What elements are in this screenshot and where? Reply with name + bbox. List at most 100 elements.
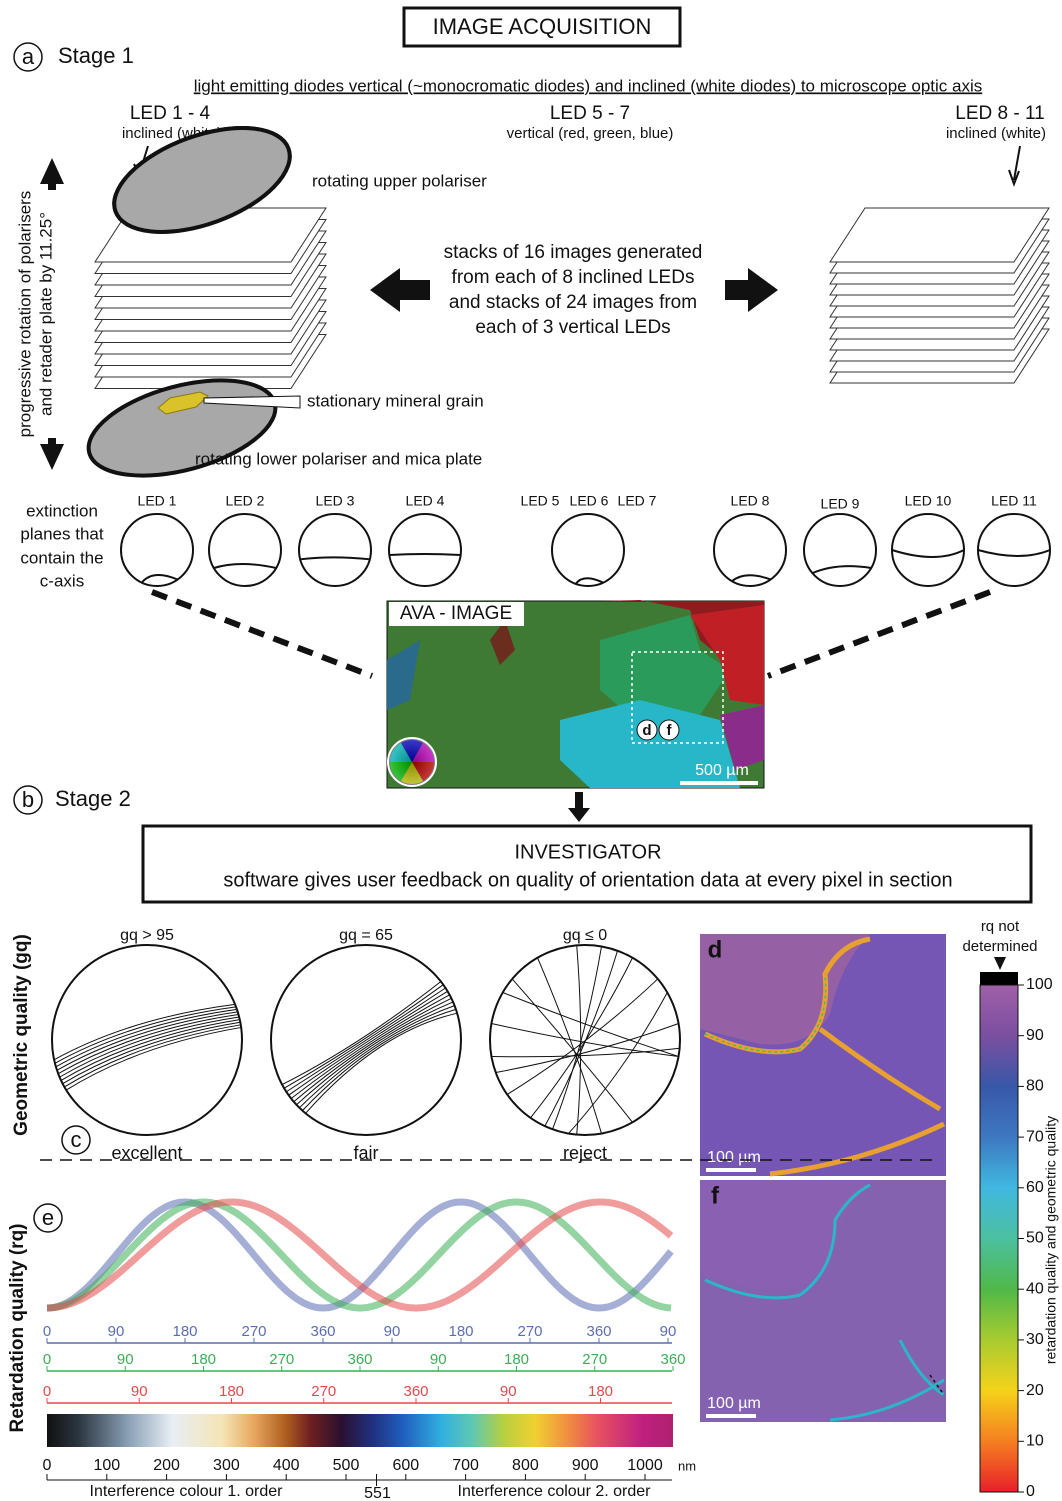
label: retardation quality and geometric qualit…	[1043, 1116, 1059, 1364]
label: 700	[452, 1457, 479, 1474]
arrow-left	[370, 268, 430, 312]
label: 270	[582, 1351, 607, 1368]
label: 10	[1026, 1433, 1044, 1450]
stereonet	[552, 514, 624, 586]
label: progressive rotation of polarisers	[15, 191, 34, 438]
label: 100	[1026, 976, 1053, 993]
label: 270	[517, 1323, 542, 1340]
label: Retardation quality (rq)	[7, 1223, 28, 1432]
label: 600	[392, 1457, 419, 1474]
label: 400	[273, 1457, 300, 1474]
label: 90	[500, 1383, 517, 1400]
label: LED 10	[905, 493, 952, 509]
label: d	[642, 722, 651, 739]
arrow-right	[725, 268, 778, 312]
label: AVA - IMAGE	[400, 603, 512, 624]
label: extinction	[26, 501, 98, 520]
interference-bar	[47, 1414, 673, 1447]
label: determined	[962, 938, 1037, 955]
label: LED 8	[731, 493, 770, 509]
label: inclined (white)	[946, 125, 1046, 142]
label: 500 µm	[695, 762, 749, 779]
label: 20	[1026, 1382, 1044, 1399]
label: 180	[448, 1323, 473, 1340]
stereonet	[892, 514, 964, 586]
stereonet	[978, 514, 1050, 586]
label: 100 µm	[707, 1395, 761, 1412]
label: 90	[117, 1351, 134, 1368]
label: 90	[660, 1323, 677, 1340]
label: 551	[364, 1485, 391, 1501]
pointer	[994, 957, 1006, 970]
label: each of 3 vertical LEDs	[475, 317, 670, 338]
panel-letter: b	[22, 787, 34, 812]
label: 0	[43, 1351, 51, 1368]
stereonet	[299, 514, 371, 586]
extinction-plane	[389, 554, 460, 555]
scale-bar	[706, 1168, 756, 1172]
label: gq ≤ 0	[563, 927, 607, 944]
label: LED 2	[226, 493, 265, 509]
stereonet	[490, 945, 680, 1135]
label: LED 5	[521, 493, 560, 509]
label: 0	[43, 1323, 51, 1340]
label: 100 µm	[707, 1149, 761, 1166]
label: 50	[1026, 1230, 1044, 1247]
label: LED 11	[991, 493, 1037, 509]
title: IMAGE ACQUISITION	[433, 14, 652, 39]
label: 90	[108, 1323, 125, 1340]
label: 360	[347, 1351, 372, 1368]
figure: IMAGE ACQUISITION a Stage 1 light emitting …	[0, 0, 1062, 1501]
label: LED 6	[570, 493, 609, 509]
label: 0	[43, 1383, 51, 1400]
label: 0	[1026, 1483, 1035, 1500]
label: 0	[43, 1457, 52, 1474]
label: rotating lower polariser and mica plate	[195, 449, 482, 468]
label: f	[711, 1182, 720, 1209]
label: 360	[310, 1323, 335, 1340]
label: 60	[1026, 1179, 1044, 1196]
arrow-down	[568, 792, 590, 822]
label: LED 5 - 7	[550, 103, 630, 124]
stage-title: Stage 2	[55, 786, 131, 811]
label: 900	[572, 1457, 599, 1474]
label: gq = 65	[339, 927, 393, 944]
label: from each of 8 inclined LEDs	[452, 267, 695, 288]
scale-bar	[680, 781, 758, 785]
label: Geometric quality (gq)	[11, 934, 32, 1136]
label: 180	[219, 1383, 244, 1400]
panel-letter: e	[42, 1205, 54, 1230]
label: gq > 95	[120, 927, 174, 944]
scale-bar	[706, 1414, 756, 1418]
label: planes that	[20, 524, 103, 543]
label: LED 3	[316, 493, 355, 509]
label: LED 7	[618, 493, 657, 509]
label: 300	[213, 1457, 240, 1474]
label: 200	[153, 1457, 180, 1474]
label: 360	[660, 1351, 685, 1368]
label: Interference colour 1. order	[90, 1483, 284, 1500]
image-plate	[830, 208, 1049, 262]
label: 90	[430, 1351, 447, 1368]
label: 90	[1026, 1027, 1044, 1044]
label: d	[708, 936, 723, 963]
caption: light emitting diodes vertical (~monocro…	[194, 76, 983, 95]
label: LED 1 - 4	[130, 103, 211, 124]
label: Interference colour 2. order	[458, 1483, 652, 1500]
label: vertical (red, green, blue)	[507, 125, 674, 142]
stereonet	[52, 945, 242, 1135]
label: rq not	[981, 918, 1020, 935]
label: 360	[586, 1323, 611, 1340]
label: 100	[93, 1457, 120, 1474]
dashed-link	[152, 592, 372, 676]
panel-letter: a	[22, 44, 35, 69]
label: LED 4	[406, 493, 445, 509]
label: rotating upper polariser	[312, 171, 487, 190]
stage-title: Stage 1	[58, 43, 134, 68]
label: 30	[1026, 1331, 1044, 1348]
label: 180	[588, 1383, 613, 1400]
label: 270	[241, 1323, 266, 1340]
dashed-link	[768, 592, 990, 676]
label: INVESTIGATOR	[514, 841, 661, 863]
label: 180	[504, 1351, 529, 1368]
